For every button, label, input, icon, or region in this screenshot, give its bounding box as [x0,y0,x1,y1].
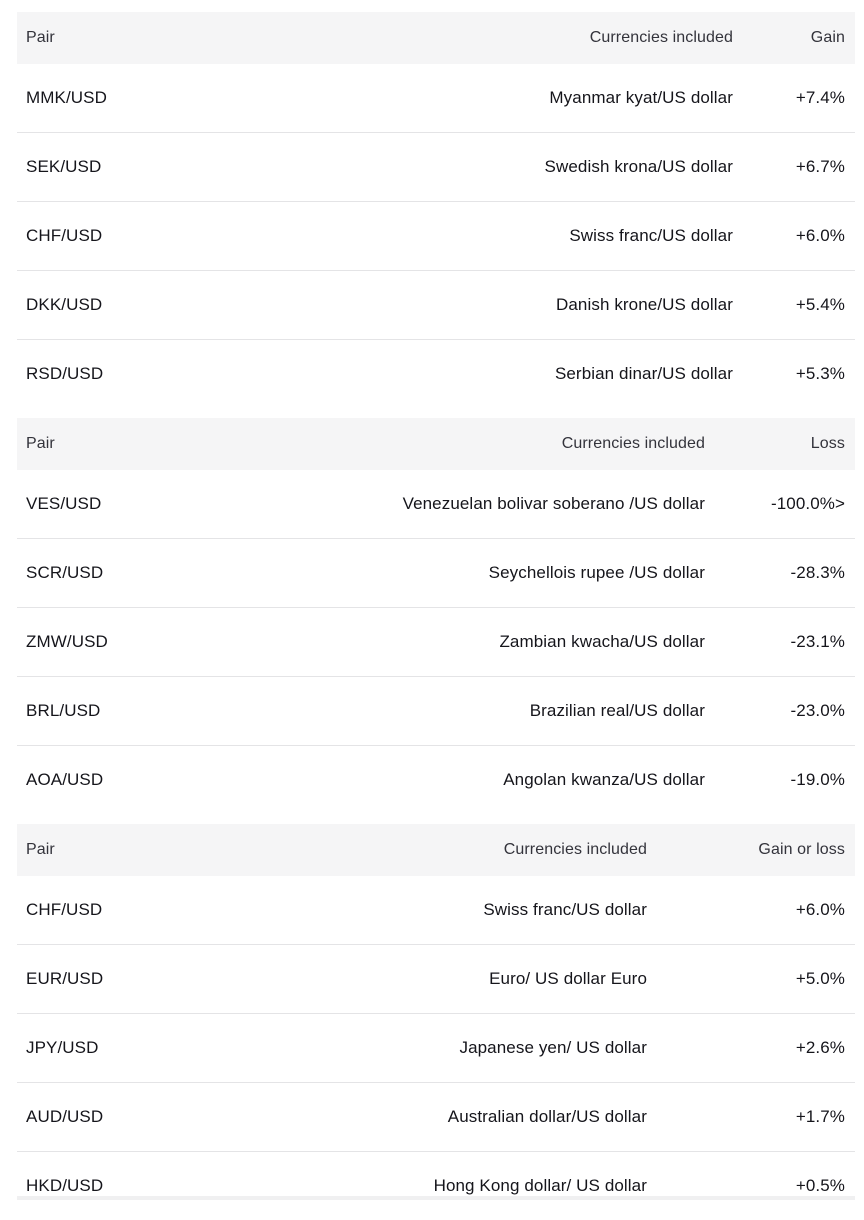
pair-cell: BRL/USD [26,701,101,720]
column-header-currencies: Currencies included [503,841,647,858]
currencies-cell: Swedish krona/US dollar [544,157,733,176]
table-row: HKD/USD Hong Kong dollar/ US dollar +0.5… [17,1151,855,1220]
table-row: AOA/USD Angolan kwanza/US dollar -19.0% [17,745,855,814]
major-pairs-table-header: Pair Currencies included Gain or loss [17,824,855,876]
value-cell: +6.0% [795,226,845,245]
pair-cell: AUD/USD [26,1107,104,1126]
value-cell: +7.4% [795,88,845,107]
column-header-loss: Loss [810,435,845,452]
table-row: JPY/USD Japanese yen/ US dollar +2.6% [17,1013,855,1082]
value-cell: +5.0% [795,969,845,988]
column-header-pair: Pair [26,841,55,858]
pair-cell: AOA/USD [26,770,104,789]
currencies-cell: Australian dollar/US dollar [447,1107,647,1126]
currencies-cell: Zambian kwacha/US dollar [499,632,705,651]
column-header-gain-or-loss: Gain or loss [758,841,845,858]
gainers-table: Pair Currencies included Gain MMK/USD My… [17,12,855,408]
table-row: BRL/USD Brazilian real/US dollar -23.0% [17,676,855,745]
currencies-cell: Seychellois rupee /US dollar [488,563,705,582]
column-header-gain: Gain [810,29,845,46]
currencies-cell: Venezuelan bolivar soberano /US dollar [402,494,705,513]
value-cell: +6.0% [795,900,845,919]
losers-table: Pair Currencies included Loss VES/USD Ve… [17,418,855,814]
major-pairs-table: Pair Currencies included Gain or loss CH… [17,824,855,1220]
column-header-currencies: Currencies included [589,29,733,46]
currencies-cell: Serbian dinar/US dollar [554,364,733,383]
pair-cell: RSD/USD [26,364,104,383]
pair-cell: ZMW/USD [26,632,108,651]
value-cell: +0.5% [795,1176,845,1195]
currencies-cell: Danish krone/US dollar [555,295,733,314]
column-header-pair: Pair [26,435,55,452]
currencies-cell: Myanmar kyat/US dollar [549,88,733,107]
pair-cell: SEK/USD [26,157,102,176]
value-cell: -23.1% [790,632,845,651]
currencies-cell: Swiss franc/US dollar [569,226,733,245]
pair-cell: MMK/USD [26,88,107,107]
currencies-cell: Hong Kong dollar/ US dollar [433,1176,647,1195]
currencies-cell: Brazilian real/US dollar [529,701,705,720]
pair-cell: EUR/USD [26,969,104,988]
currencies-cell: Angolan kwanza/US dollar [503,770,705,789]
table-row: SCR/USD Seychellois rupee /US dollar -28… [17,538,855,607]
value-cell: -23.0% [790,701,845,720]
value-cell: +5.3% [795,364,845,383]
value-cell: +6.7% [795,157,845,176]
value-cell: +2.6% [795,1038,845,1057]
column-header-pair: Pair [26,29,55,46]
table-row: ZMW/USD Zambian kwacha/US dollar -23.1% [17,607,855,676]
losers-table-header: Pair Currencies included Loss [17,418,855,470]
gainers-table-header: Pair Currencies included Gain [17,12,855,64]
table-row: SEK/USD Swedish krona/US dollar +6.7% [17,132,855,201]
value-cell: -100.0%> [770,494,845,513]
value-cell: +5.4% [795,295,845,314]
value-cell: +1.7% [795,1107,845,1126]
pair-cell: DKK/USD [26,295,103,314]
currencies-cell: Japanese yen/ US dollar [459,1038,647,1057]
currencies-cell: Swiss franc/US dollar [483,900,647,919]
column-header-currencies: Currencies included [561,435,705,452]
currencies-cell: Euro/ US dollar Euro [489,969,647,988]
table-row: VES/USD Venezuelan bolivar soberano /US … [17,470,855,538]
table-row: CHF/USD Swiss franc/US dollar +6.0% [17,876,855,944]
pair-cell: SCR/USD [26,563,104,582]
pair-cell: VES/USD [26,494,102,513]
value-cell: -28.3% [790,563,845,582]
table-row: MMK/USD Myanmar kyat/US dollar +7.4% [17,64,855,132]
table-row: CHF/USD Swiss franc/US dollar +6.0% [17,201,855,270]
next-section-top-edge [17,1196,855,1200]
pair-cell: HKD/USD [26,1176,104,1195]
pair-cell: CHF/USD [26,226,103,245]
table-row: RSD/USD Serbian dinar/US dollar +5.3% [17,339,855,408]
value-cell: -19.0% [790,770,845,789]
table-row: DKK/USD Danish krone/US dollar +5.4% [17,270,855,339]
pair-cell: CHF/USD [26,900,103,919]
pair-cell: JPY/USD [26,1038,99,1057]
table-row: EUR/USD Euro/ US dollar Euro +5.0% [17,944,855,1013]
table-row: AUD/USD Australian dollar/US dollar +1.7… [17,1082,855,1151]
